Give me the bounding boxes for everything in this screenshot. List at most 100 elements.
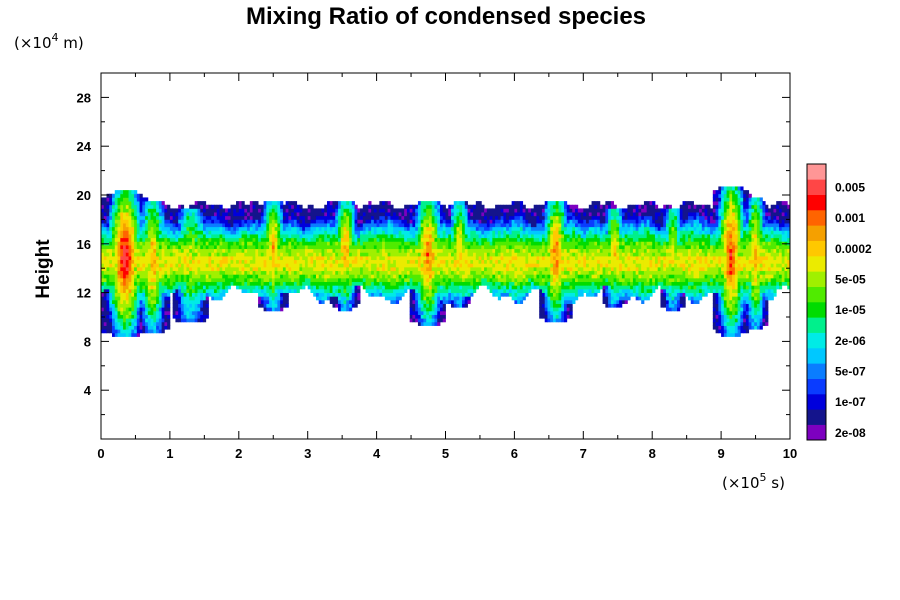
field-cell <box>145 270 149 275</box>
field-cell <box>459 256 463 261</box>
field-cell <box>142 321 146 326</box>
field-cell <box>103 288 107 293</box>
field-cell <box>134 270 138 275</box>
field-cell <box>437 201 441 206</box>
field-cell <box>271 274 276 279</box>
field-cell <box>417 245 422 250</box>
field-cell <box>566 223 570 228</box>
field-cell <box>445 223 449 228</box>
field-cell <box>169 248 174 253</box>
field-cell <box>329 230 333 235</box>
field-cell <box>291 204 295 209</box>
field-cell <box>145 307 149 312</box>
field-cell <box>550 299 554 304</box>
field-cell <box>475 270 479 275</box>
field-cell <box>164 263 168 268</box>
field-cell <box>462 303 466 308</box>
field-cell <box>467 230 471 235</box>
field-cell <box>189 263 193 268</box>
field-cell <box>426 215 430 220</box>
field-cell <box>128 281 132 286</box>
field-cell <box>114 256 118 261</box>
field-cell <box>428 248 433 253</box>
field-cell <box>525 223 529 228</box>
field-cell <box>569 245 573 250</box>
field-cell <box>346 219 350 224</box>
field-cell <box>395 299 400 304</box>
field-cell <box>120 288 124 293</box>
field-cell <box>451 285 455 290</box>
field-cell <box>164 256 168 261</box>
field-cell <box>349 292 353 297</box>
field-cell <box>406 259 411 264</box>
field-cell <box>406 270 411 275</box>
field-cell <box>395 256 400 261</box>
field-cell <box>134 248 138 253</box>
field-cell <box>142 212 146 217</box>
field-cell <box>123 318 127 323</box>
field-cell <box>222 252 226 257</box>
field-cell <box>398 277 402 283</box>
field-cell <box>167 281 171 286</box>
field-cell <box>260 219 265 224</box>
field-cell <box>442 310 446 315</box>
field-cell <box>131 332 135 337</box>
field-cell <box>142 252 146 257</box>
field-cell <box>280 248 284 253</box>
field-cell <box>484 252 488 257</box>
field-cell <box>517 252 521 257</box>
field-cell <box>128 237 132 242</box>
field-cell <box>136 321 140 326</box>
field-cell <box>258 277 262 283</box>
field-cell <box>205 263 209 268</box>
field-cell <box>291 234 295 239</box>
field-cell <box>473 212 477 217</box>
field-cell <box>506 263 510 268</box>
field-cell <box>103 292 107 297</box>
field-cell <box>511 274 515 279</box>
field-cell <box>464 234 468 239</box>
field-cell <box>318 296 322 301</box>
field-cell <box>346 263 350 268</box>
field-cell <box>362 226 366 231</box>
field-cell <box>302 223 306 228</box>
field-cell <box>172 310 176 315</box>
field-cell <box>335 303 339 308</box>
field-cell <box>172 288 176 293</box>
field-cell <box>244 215 248 220</box>
field-cell <box>569 241 573 246</box>
field-cell <box>335 219 339 224</box>
field-cell <box>304 259 309 264</box>
field-cell <box>169 274 174 279</box>
field-cell <box>431 281 435 286</box>
field-cell <box>393 234 397 239</box>
field-cell <box>164 241 168 246</box>
field-cell <box>475 266 479 272</box>
field-cell <box>401 234 405 239</box>
field-cell <box>142 226 146 231</box>
field-cell <box>106 208 110 213</box>
field-cell <box>379 292 383 297</box>
field-cell <box>486 234 490 239</box>
field-cell <box>453 277 457 283</box>
field-cell <box>423 270 427 275</box>
field-cell <box>558 241 562 246</box>
field-cell <box>324 288 328 293</box>
field-cell <box>335 299 339 304</box>
field-cell <box>191 314 196 319</box>
field-cell <box>448 223 452 228</box>
field-cell <box>288 201 292 206</box>
field-cell <box>332 226 336 231</box>
field-cell <box>233 219 237 224</box>
field-cell <box>263 226 267 231</box>
field-cell <box>178 241 182 246</box>
field-cell <box>134 318 138 323</box>
field-cell <box>448 285 452 290</box>
field-cell <box>500 248 504 253</box>
field-cell <box>208 277 212 283</box>
field-cell <box>335 212 339 217</box>
field-cell <box>409 248 413 253</box>
field-cell <box>368 277 372 283</box>
field-cell <box>238 223 242 228</box>
field-cell <box>434 310 438 315</box>
